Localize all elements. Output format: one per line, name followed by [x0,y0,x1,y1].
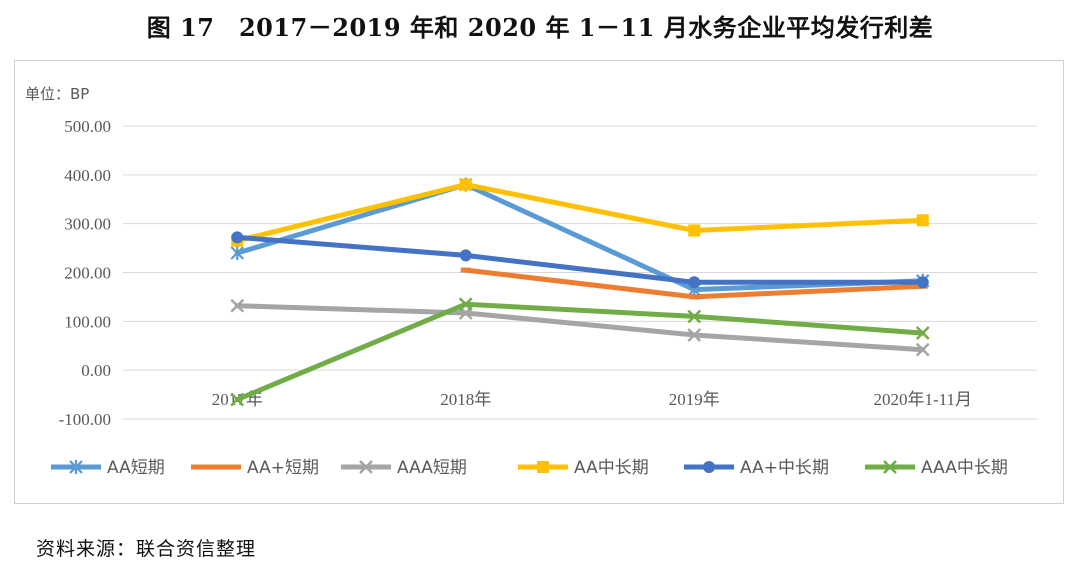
x-axis-ticks: 2017年 2018年 2019年 2020年1-11月 [212,390,972,409]
legend-label: AA短期 [107,458,165,478]
point-marker [459,249,472,262]
legend-item: AA短期 [51,458,165,478]
y-axis-unit-label: 单位：BP [25,85,89,103]
point-marker [688,224,701,237]
series-line [234,303,926,353]
point-marker [359,460,373,474]
point-marker [231,231,244,244]
legend: AA短期 AA+短期 AAA短期 AA中长期 AA+中长期 AAA中长期 [51,458,1008,478]
legend-item: AA+短期 [191,458,319,478]
legend-label: AA中长期 [574,458,649,478]
legend-label: AA+短期 [247,458,319,478]
legend-item: AA中长期 [518,458,649,478]
y-tick-label: 400.00 [64,166,111,185]
point-marker [687,309,702,324]
point-marker [689,294,700,300]
point-marker [460,267,471,273]
series-1 [230,177,930,297]
point-marker [230,392,245,407]
series-line [234,182,926,293]
point-marker [915,342,930,357]
point-marker [703,461,715,473]
series-3 [230,298,930,357]
point-marker [688,276,701,289]
legend-label: AAA短期 [397,458,467,478]
series-5 [231,231,929,289]
x-tick-label: 2020年1-11月 [873,390,972,409]
series-line [234,301,926,402]
y-tick-label: -100.00 [59,410,111,429]
legend-label: AAA中长期 [921,458,1008,478]
y-tick-label: 300.00 [64,215,111,234]
point-marker [211,464,221,470]
series-line [234,234,926,285]
legend-label: AA+中长期 [740,458,829,478]
x-tick-label: 2019年 [669,390,720,409]
source-note: 资料来源：联合资信整理 [36,538,257,560]
gridlines [123,125,1037,420]
y-tick-label: 0.00 [81,361,111,380]
legend-item: AA+中长期 [684,458,829,478]
series-lines [230,177,930,407]
point-marker [687,328,702,342]
chart-area: 500.00 400.00 300.00 200.00 100.00 0.00 -100.0… [14,60,1064,504]
point-marker [458,297,473,312]
legend-item: AAA中长期 [865,458,1008,478]
y-axis-ticks: 500.00 400.00 300.00 200.00 100.00 0.00 -100.0… [59,117,111,429]
figure-title: 图 17 2017－2019 年和 2020 年 1－11 月水务企业平均发行利… [146,13,934,42]
series-6 [230,297,930,407]
y-tick-label: 500.00 [64,117,111,136]
line-chart: 500.00 400.00 300.00 200.00 100.00 0.00 -100.0… [25,85,1037,478]
point-marker [915,326,930,340]
point-marker [230,298,245,313]
point-marker [230,245,245,260]
legend-item: AAA短期 [341,458,467,478]
y-tick-label: 200.00 [64,264,111,283]
point-marker [883,460,897,474]
point-marker [916,276,929,289]
x-tick-label: 2018年 [440,390,491,409]
y-tick-label: 100.00 [64,312,111,331]
point-marker [916,214,929,227]
point-marker [459,178,472,191]
point-marker [537,461,549,473]
series-line [234,182,926,244]
point-marker [69,460,83,474]
